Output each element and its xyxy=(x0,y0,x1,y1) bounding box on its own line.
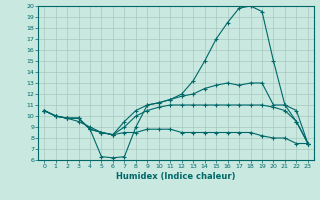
X-axis label: Humidex (Indice chaleur): Humidex (Indice chaleur) xyxy=(116,172,236,181)
